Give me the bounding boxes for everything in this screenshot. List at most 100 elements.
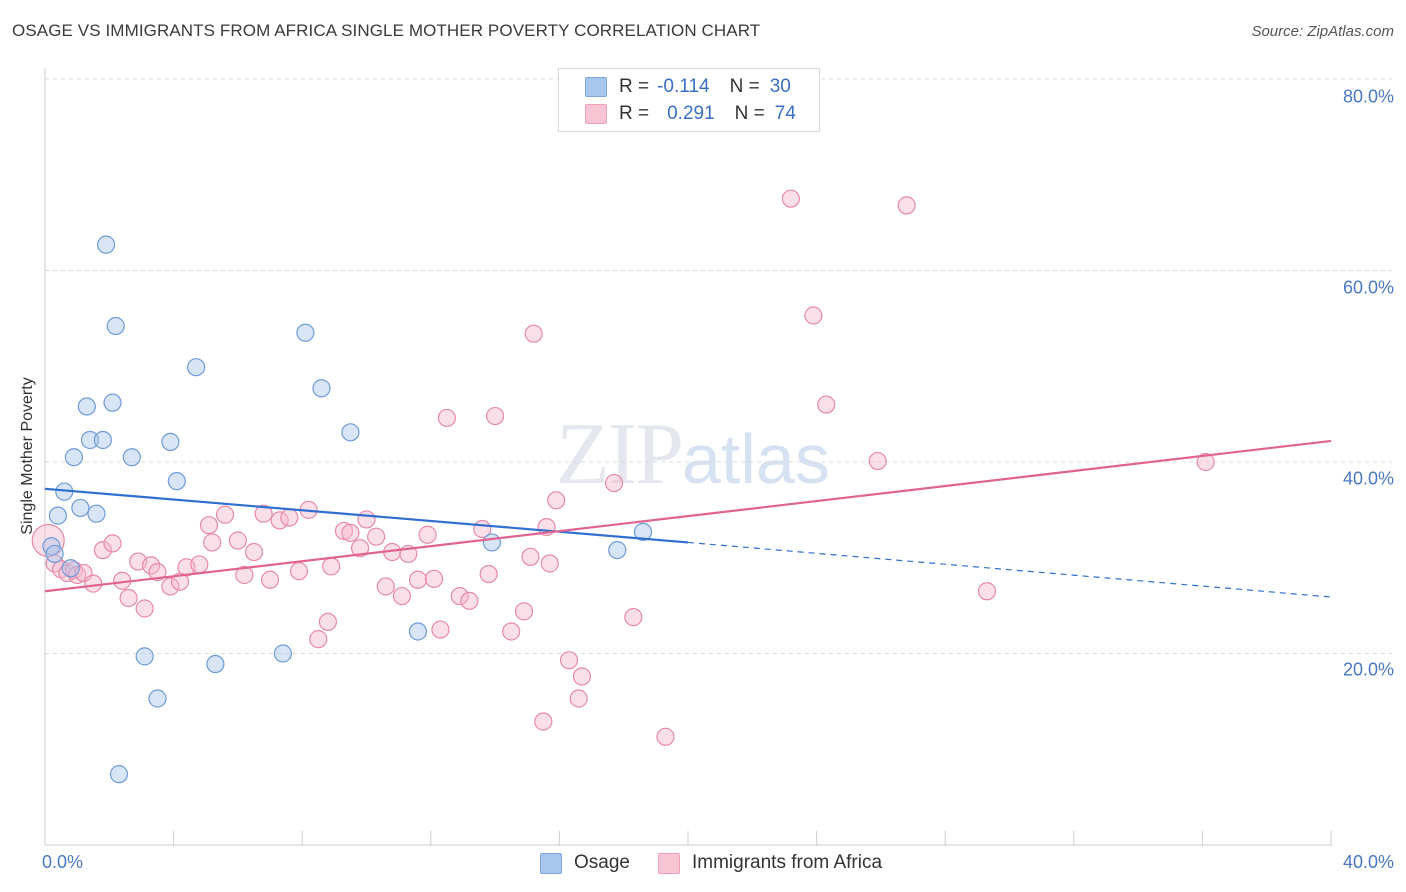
data-point xyxy=(479,564,498,584)
data-point xyxy=(93,430,112,450)
data-point xyxy=(48,506,67,525)
data-point xyxy=(93,540,112,560)
africa-swatch xyxy=(585,104,607,124)
data-point xyxy=(135,647,154,666)
data-point xyxy=(437,408,456,428)
data-point xyxy=(482,533,501,552)
trend-layer xyxy=(44,439,1332,598)
data-point xyxy=(244,542,264,562)
data-point xyxy=(206,654,225,674)
data-point xyxy=(357,510,376,529)
data-point xyxy=(103,534,122,553)
data-point xyxy=(376,577,395,596)
osage-legend-swatch xyxy=(540,852,562,874)
data-point xyxy=(418,525,437,544)
data-point xyxy=(312,379,331,398)
data-point xyxy=(103,393,122,412)
data-point xyxy=(868,451,887,471)
watermark-zip: ZIP xyxy=(556,406,684,503)
data-point xyxy=(119,588,138,608)
data-point xyxy=(1196,452,1215,472)
y-axis-label: Single Mother Poverty xyxy=(19,377,36,535)
data-point xyxy=(87,504,106,523)
data-point xyxy=(280,508,299,527)
data-point xyxy=(521,547,540,566)
data-point xyxy=(540,554,559,573)
data-point xyxy=(45,544,64,564)
data-point xyxy=(141,556,161,575)
osage-points-layer xyxy=(42,235,653,784)
legend-n-value: 74 xyxy=(774,103,796,124)
x-tick-label-40: 40.0% xyxy=(1342,852,1394,872)
data-point xyxy=(781,189,800,208)
data-point xyxy=(122,448,141,467)
data-point xyxy=(31,523,65,558)
data-point xyxy=(486,406,505,426)
data-point xyxy=(96,235,116,254)
data-point xyxy=(633,522,653,541)
data-point xyxy=(408,570,428,589)
y-tick-label-80: 80.0% xyxy=(1342,86,1394,107)
data-point xyxy=(334,521,354,541)
data-point xyxy=(71,498,90,518)
data-point xyxy=(514,602,534,621)
data-point xyxy=(424,569,444,588)
data-point xyxy=(341,423,360,442)
source-attribution: Source: ZipAtlas.com xyxy=(1251,23,1394,40)
data-point xyxy=(367,527,386,546)
legend-r-label: R = xyxy=(619,76,650,97)
data-point xyxy=(289,562,309,581)
legend-n-label: N = xyxy=(729,76,760,97)
africa-legend-label: Immigrants from Africa xyxy=(691,852,883,873)
x-tick-label-0: 0.0% xyxy=(42,852,84,872)
data-point xyxy=(161,577,180,596)
data-point xyxy=(215,505,235,524)
africa-trend-line xyxy=(44,439,1332,593)
data-point xyxy=(203,533,222,552)
data-point xyxy=(804,306,823,325)
osage-trend-line xyxy=(44,487,689,544)
y-tick-label-20: 20.0% xyxy=(1342,659,1394,680)
watermark-atlas: atlas xyxy=(682,420,830,498)
data-point xyxy=(61,559,80,578)
legend-row-africa: R = 0.291 N = 74 xyxy=(585,103,802,125)
data-point xyxy=(135,599,154,618)
legend-n-value: 30 xyxy=(769,76,791,97)
zipatlas-watermark: ZIPatlas xyxy=(556,404,830,505)
data-point xyxy=(897,196,916,215)
data-point xyxy=(64,448,84,467)
data-point xyxy=(260,570,280,589)
osage-swatch xyxy=(585,77,607,97)
data-point xyxy=(228,531,247,550)
osage-trend-extension xyxy=(687,541,1332,598)
data-point xyxy=(977,582,997,601)
data-point xyxy=(235,565,254,585)
data-point xyxy=(569,689,588,708)
data-point xyxy=(460,591,479,610)
data-point xyxy=(604,473,624,493)
data-point xyxy=(148,689,167,708)
data-point xyxy=(77,397,96,416)
data-point xyxy=(624,608,643,627)
series-legend: Osage Immigrants from Africa xyxy=(540,852,910,874)
chart-title: OSAGE VS IMMIGRANTS FROM AFRICA SINGLE M… xyxy=(12,21,761,40)
legend-r-value: -0.114 xyxy=(657,76,710,97)
data-point xyxy=(190,555,209,574)
legend-r-value: 0.291 xyxy=(667,103,715,124)
data-point xyxy=(318,612,338,632)
data-point xyxy=(296,323,315,342)
data-point xyxy=(68,565,87,585)
data-point xyxy=(187,358,206,377)
legend-n-label: N = xyxy=(734,103,765,124)
data-point xyxy=(199,516,219,535)
correlation-legend: R = -0.114 N = 30 R = 0.291 N = 74 xyxy=(558,68,820,132)
data-point xyxy=(817,395,836,414)
data-point xyxy=(161,432,180,451)
data-point xyxy=(572,667,592,686)
data-point xyxy=(84,574,103,593)
data-point xyxy=(273,644,293,663)
data-point xyxy=(559,651,579,670)
series-legend-africa: Immigrants from Africa xyxy=(657,852,883,874)
data-point xyxy=(254,504,273,523)
